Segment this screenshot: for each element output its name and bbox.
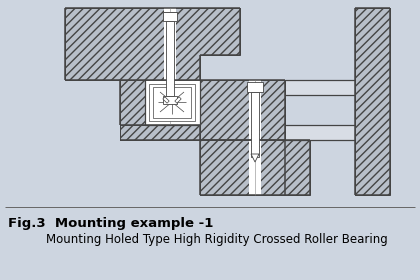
Polygon shape	[120, 80, 285, 140]
Polygon shape	[65, 8, 240, 80]
Polygon shape	[163, 97, 169, 103]
Bar	[163, 96, 177, 104]
Bar	[145, 80, 200, 125]
Text: Mounting Holed Type High Rigidity Crossed Roller Bearing: Mounting Holed Type High Rigidity Crosse…	[46, 233, 388, 246]
Bar	[251, 92, 259, 157]
Polygon shape	[175, 97, 181, 103]
Polygon shape	[355, 8, 390, 195]
Bar	[164, 8, 176, 123]
Text: Fig.3  Mounting example -1: Fig.3 Mounting example -1	[8, 217, 213, 230]
Bar	[149, 84, 195, 121]
Polygon shape	[120, 125, 200, 140]
Polygon shape	[200, 140, 310, 195]
Bar	[285, 125, 355, 140]
Bar	[153, 87, 191, 118]
Bar	[166, 21, 174, 96]
Bar	[163, 12, 177, 21]
Polygon shape	[251, 154, 259, 162]
Bar	[249, 80, 261, 195]
Bar	[285, 80, 355, 95]
Bar	[247, 82, 263, 92]
